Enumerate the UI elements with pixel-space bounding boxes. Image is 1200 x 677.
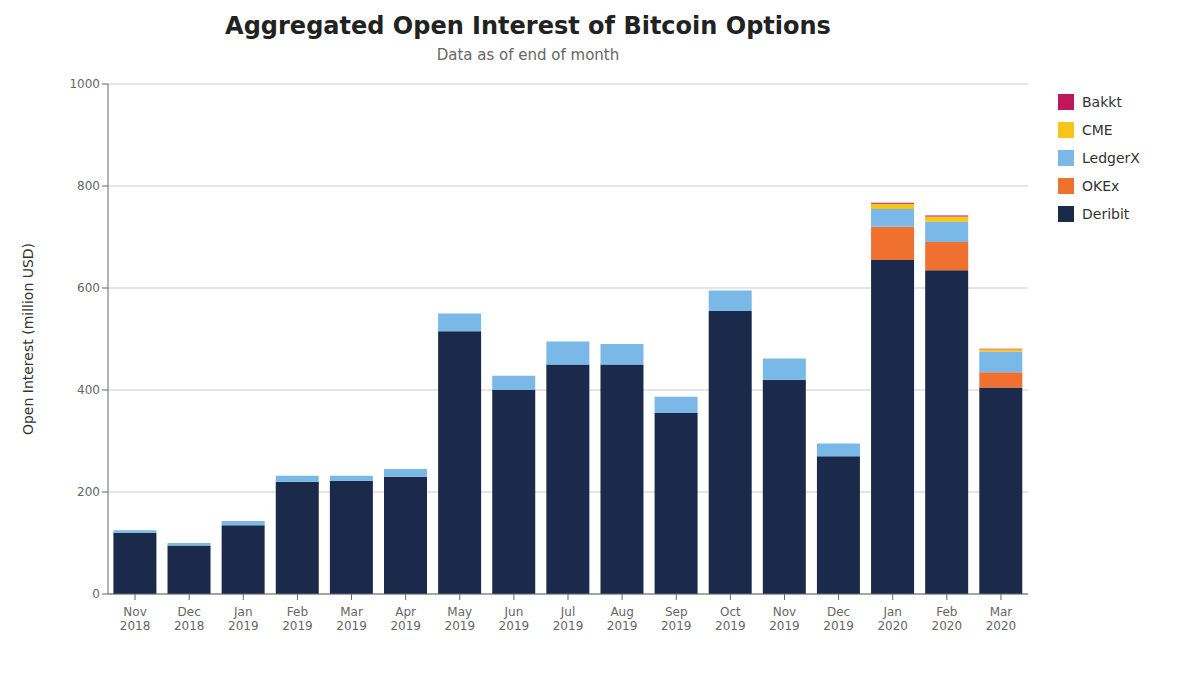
html-text:Deribit: Deribit [1082,206,1130,222]
svg-text:800: 800 [77,179,100,193]
svg-text:Jul2019: Jul2019 [553,605,584,633]
svg-text:Mar2019: Mar2019 [336,605,367,633]
svg-text:Nov2019: Nov2019 [769,605,800,633]
html-text:LedgerX: LedgerX [1082,150,1140,166]
html-text:Aggregated Open Interest of Bi: Aggregated Open Interest of Bitcoin Opti… [225,12,831,40]
html-text:OKEx: OKEx [1082,178,1120,194]
html-text:CME: CME [1082,122,1113,138]
svg-text:Feb2020: Feb2020 [932,605,963,633]
svg-text:Nov2018: Nov2018 [120,605,151,633]
svg-text:Jan2020: Jan2020 [877,605,908,633]
svg-text:Apr2019: Apr2019 [390,605,421,633]
html-text:Data as of end of month: Data as of end of month [436,46,620,64]
svg-text:1000: 1000 [69,77,100,91]
svg-text:600: 600 [77,281,100,295]
svg-text:Aug2019: Aug2019 [607,605,638,633]
svg-text:0: 0 [92,587,100,601]
svg-text:Feb2019: Feb2019 [282,605,313,633]
html-text:Bakkt: Bakkt [1082,94,1122,110]
svg-text:Dec2019: Dec2019 [823,605,854,633]
svg-text:Jan2019: Jan2019 [228,605,259,633]
svg-text:Sep2019: Sep2019 [661,605,692,633]
svg-text:Jun2019: Jun2019 [499,605,530,633]
svg-text:200: 200 [77,485,100,499]
svg-text:Oct2019: Oct2019 [715,605,746,633]
svg-text:Dec2018: Dec2018 [174,605,205,633]
svg-text:400: 400 [77,383,100,397]
svg-text:Open Interest (million USD): Open Interest (million USD) [20,243,36,435]
svg-text:May2019: May2019 [444,605,475,633]
svg-text:Mar2020: Mar2020 [986,605,1017,633]
